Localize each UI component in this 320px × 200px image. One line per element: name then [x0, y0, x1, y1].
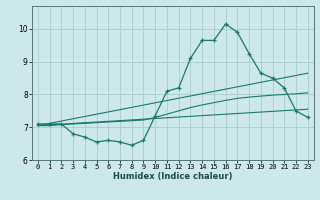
- X-axis label: Humidex (Indice chaleur): Humidex (Indice chaleur): [113, 172, 233, 181]
